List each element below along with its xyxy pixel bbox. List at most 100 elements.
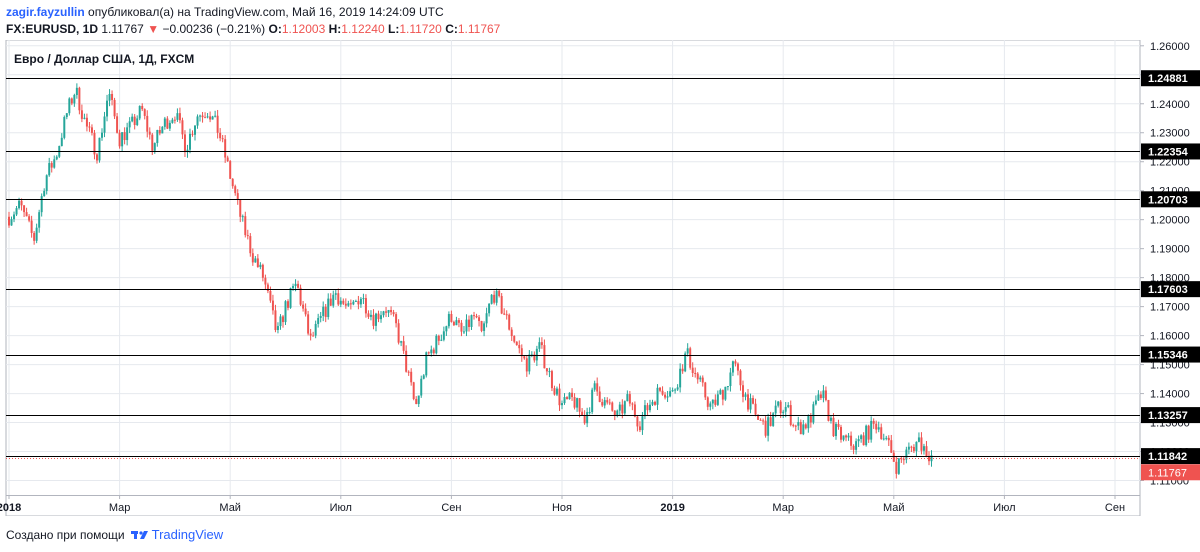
candle-body[interactable] — [749, 398, 752, 410]
candle-body[interactable] — [505, 314, 508, 316]
candle-body[interactable] — [555, 388, 558, 395]
candle-body[interactable] — [475, 315, 478, 318]
candle-body[interactable] — [862, 435, 865, 446]
candle-body[interactable] — [329, 298, 332, 306]
candle-body[interactable] — [302, 304, 305, 309]
candle-body[interactable] — [377, 313, 380, 320]
candle-body[interactable] — [704, 382, 707, 398]
candle-body[interactable] — [359, 298, 362, 305]
candle-body[interactable] — [807, 416, 810, 429]
candle-body[interactable] — [860, 435, 863, 440]
candle-body[interactable] — [822, 390, 825, 399]
candle-body[interactable] — [927, 455, 930, 462]
candle-body[interactable] — [747, 394, 750, 410]
candle-body[interactable] — [196, 116, 199, 126]
candle-body[interactable] — [840, 426, 843, 440]
candle-body[interactable] — [362, 298, 365, 300]
candle-body[interactable] — [520, 348, 523, 357]
candle-body[interactable] — [299, 287, 302, 305]
candle-body[interactable] — [699, 377, 702, 380]
candle-body[interactable] — [741, 385, 744, 397]
candle-body[interactable] — [161, 126, 164, 134]
candle-body[interactable] — [171, 119, 174, 123]
candle-body[interactable] — [774, 405, 777, 414]
candle-body[interactable] — [204, 117, 207, 119]
candle-body[interactable] — [246, 235, 249, 237]
candle-body[interactable] — [920, 437, 923, 451]
candle-body[interactable] — [88, 126, 91, 128]
candle-body[interactable] — [488, 303, 491, 314]
candle-body[interactable] — [387, 309, 390, 313]
candle-body[interactable] — [239, 199, 242, 217]
candle-body[interactable] — [297, 283, 300, 288]
candle-body[interactable] — [870, 420, 873, 440]
candle-body[interactable] — [528, 354, 531, 372]
candle-body[interactable] — [845, 435, 848, 438]
candle-body[interactable] — [332, 294, 335, 306]
candle-body[interactable] — [460, 322, 463, 332]
candle-body[interactable] — [905, 449, 908, 460]
candle-body[interactable] — [757, 414, 760, 420]
candle-body[interactable] — [777, 401, 780, 406]
candle-body[interactable] — [385, 311, 388, 313]
candle-body[interactable] — [478, 317, 481, 321]
candle-body[interactable] — [809, 416, 812, 423]
candle-body[interactable] — [294, 283, 297, 286]
candle-body[interactable] — [566, 397, 569, 400]
candle-body[interactable] — [392, 312, 395, 315]
candle-body[interactable] — [681, 368, 684, 372]
candle-body[interactable] — [226, 157, 229, 162]
candle-body[interactable] — [276, 326, 279, 331]
candle-body[interactable] — [616, 410, 619, 416]
candle-body[interactable] — [606, 400, 609, 403]
candle-body[interactable] — [352, 301, 355, 305]
candle-body[interactable] — [317, 317, 320, 324]
author-link[interactable]: zagir.fayzullin — [6, 5, 85, 19]
candle-body[interactable] — [186, 149, 189, 153]
candle-body[interactable] — [596, 383, 599, 392]
candle-body[interactable] — [782, 411, 785, 414]
candle-body[interactable] — [68, 98, 71, 114]
candle-body[interactable] — [113, 99, 116, 117]
candle-body[interactable] — [636, 416, 639, 427]
candle-body[interactable] — [90, 127, 93, 133]
candle-body[interactable] — [211, 116, 214, 120]
candle-body[interactable] — [462, 331, 465, 333]
candle-body[interactable] — [515, 341, 518, 346]
candle-body[interactable] — [33, 232, 36, 241]
candle-body[interactable] — [467, 319, 470, 327]
candle-body[interactable] — [701, 377, 704, 383]
candle-body[interactable] — [10, 219, 13, 226]
candle-body[interactable] — [726, 386, 729, 388]
candle-body[interactable] — [734, 361, 737, 364]
candle-body[interactable] — [892, 452, 895, 462]
candle-body[interactable] — [241, 216, 244, 218]
candle-body[interactable] — [666, 396, 669, 398]
candle-body[interactable] — [101, 132, 104, 138]
candle-body[interactable] — [601, 402, 604, 406]
candle-body[interactable] — [234, 186, 237, 194]
candle-body[interactable] — [128, 121, 131, 128]
candle-body[interactable] — [819, 394, 822, 399]
candle-body[interactable] — [716, 394, 719, 405]
candle-body[interactable] — [73, 95, 76, 104]
y-axis[interactable]: 1.260001.250001.240001.230001.220001.210… — [1140, 41, 1200, 488]
candle-body[interactable] — [543, 345, 546, 369]
candle-body[interactable] — [163, 118, 166, 127]
candle-body[interactable] — [709, 403, 712, 407]
candle-body[interactable] — [43, 190, 46, 197]
candle-body[interactable] — [631, 403, 634, 405]
candle-body[interactable] — [792, 424, 795, 426]
candle-body[interactable] — [50, 163, 53, 168]
candle-body[interactable] — [603, 400, 606, 406]
candle-body[interactable] — [194, 125, 197, 135]
candle-body[interactable] — [827, 399, 830, 421]
candle-body[interactable] — [628, 394, 631, 404]
candle-body[interactable] — [354, 300, 357, 302]
candle-body[interactable] — [739, 370, 742, 386]
candle-body[interactable] — [422, 375, 425, 379]
candle-body[interactable] — [530, 354, 533, 356]
candle-body[interactable] — [731, 361, 734, 373]
candle-body[interactable] — [759, 419, 762, 421]
candle-body[interactable] — [420, 378, 423, 396]
